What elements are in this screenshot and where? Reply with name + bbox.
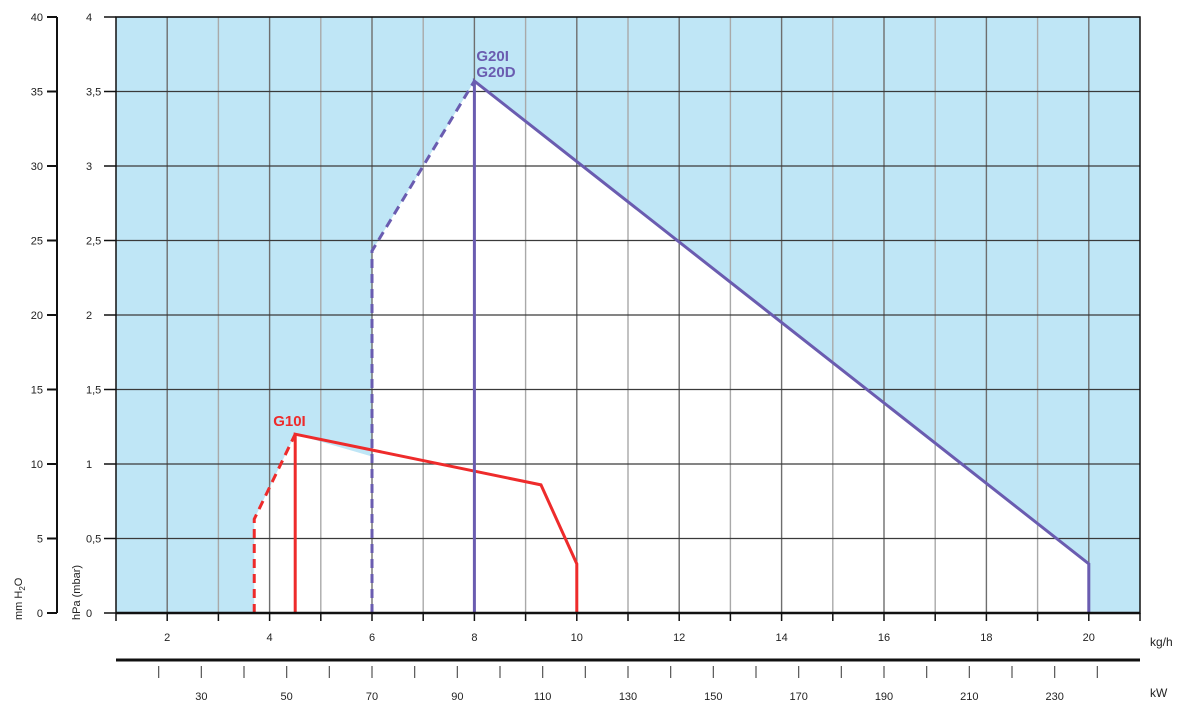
x-tick-label-kw: 210: [960, 691, 978, 703]
grid: [116, 16, 1140, 613]
y-tick-label-mm: 5: [37, 534, 43, 546]
y-unit-hpa: hPa (mbar): [71, 565, 83, 620]
x-tick-label-kw: 230: [1045, 691, 1063, 703]
x-tick-label-kgh: 12: [673, 632, 685, 644]
x-tick-label-kgh: 18: [980, 632, 992, 644]
x-tick-label-kw: 130: [619, 691, 637, 703]
x-tick-label-kgh: 2: [164, 632, 170, 644]
y-tick-label-hpa: 3: [86, 161, 92, 173]
x-unit-kgh: kg/h: [1150, 635, 1173, 649]
x-tick-label-kw: 150: [704, 691, 722, 703]
x-tick-label-kgh: 16: [878, 632, 890, 644]
y-tick-label-mm: 10: [31, 459, 43, 471]
y-tick-label-mm: 20: [31, 310, 43, 322]
y-tick-label-mm: 30: [31, 161, 43, 173]
y-tick-label-mm: 40: [31, 12, 43, 24]
x-tick-label-kgh: 8: [471, 632, 477, 644]
y-tick-label-hpa: 0: [86, 608, 92, 620]
y-unit-mmh2o: mm H2O: [13, 577, 27, 620]
y-tick-label-mm: 25: [31, 236, 43, 248]
x-tick-label-kgh: 4: [267, 632, 273, 644]
x-tick-label-kgh: 20: [1083, 632, 1095, 644]
x-tick-label-kw: 30: [195, 691, 207, 703]
axes: 0 5 10 15 20 25 30 35 40 0 0,5 1 1,5 2 2,5 3 3,5 4 2 4 6 8 10 1…: [31, 12, 1141, 703]
y-tick-label-hpa: 1,5: [86, 385, 101, 397]
x-tick-label-kw: 90: [451, 691, 463, 703]
x-tick-label-kgh: 6: [369, 632, 375, 644]
series-G10I-solid: [293, 432, 579, 613]
y-tick-label-mm: 0: [37, 608, 43, 620]
y-tick-label-hpa: 3,5: [86, 87, 101, 99]
x-tick-label-kw: 50: [281, 691, 293, 703]
y-tick-label-hpa: 2: [86, 310, 92, 322]
y-tick-label-mm: 35: [31, 87, 43, 99]
working-area: [254, 81, 1089, 613]
x-unit-kw: kW: [1150, 686, 1168, 700]
series-G10I-dashed: [252, 433, 297, 613]
x-tick-label-kgh: 10: [571, 632, 583, 644]
x-tick-label-kw: 190: [875, 691, 893, 703]
x-tick-label-kw: 170: [789, 691, 807, 703]
x-tick-label-kw: 70: [366, 691, 378, 703]
series-label: G20I: [476, 48, 509, 65]
series-G20I-solid: [472, 77, 1091, 613]
y-tick-label-hpa: 1: [86, 459, 92, 471]
y-tick-label-hpa: 2,5: [86, 236, 101, 248]
x-tick-label-kw: 110: [534, 691, 552, 703]
x-tick-label-kgh: 14: [775, 632, 787, 644]
series-G20I-dashed: [370, 80, 476, 613]
y-tick-label-hpa: 4: [86, 12, 92, 24]
series-label: G10I: [273, 413, 306, 430]
series-label: G20D: [476, 64, 515, 81]
y-tick-label-hpa: 0,5: [86, 534, 101, 546]
y-tick-label-mm: 15: [31, 385, 43, 397]
